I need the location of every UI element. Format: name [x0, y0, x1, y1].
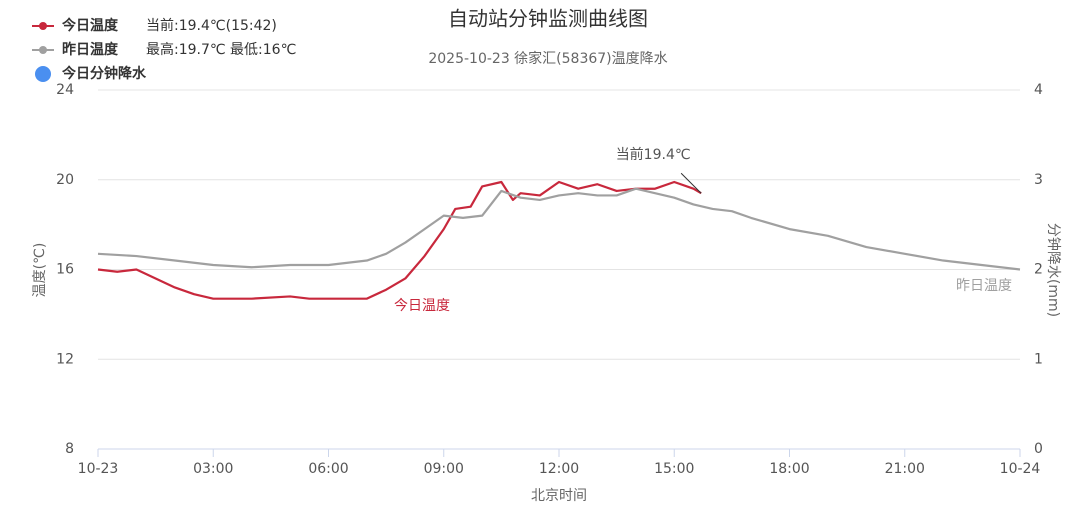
y2-tick-label: 1 [1034, 351, 1043, 367]
x-axis-label: 北京时间 [531, 488, 587, 504]
annotation: 当前19.4℃ [616, 146, 691, 163]
x-tick-label: 15:00 [654, 461, 694, 477]
y2-tick-label: 0 [1034, 441, 1043, 457]
legend-label: 昨日温度 [62, 41, 119, 58]
y-axis-label: 温度(℃) [32, 243, 48, 298]
x-tick-label: 10-24 [1000, 461, 1041, 477]
x-tick-label: 10-23 [78, 461, 119, 477]
legend-label: 今日分钟降水 [61, 65, 147, 82]
legend-symbol [35, 66, 51, 82]
y-tick-label: 20 [56, 172, 74, 188]
legend-symbol [39, 22, 47, 30]
x-tick-label: 06:00 [308, 461, 348, 477]
series-line [97, 180, 702, 300]
y-tick-label: 16 [56, 262, 74, 278]
x-tick-label: 03:00 [193, 461, 233, 477]
legend-symbol [39, 46, 47, 54]
legend-label: 今日温度 [61, 17, 119, 34]
series-line [97, 187, 1021, 271]
x-tick-label: 21:00 [885, 461, 925, 477]
chart-subtitle: 2025-10-23 徐家汇(58367)温度降水 [428, 50, 667, 67]
chart-title: 自动站分钟监测曲线图 [448, 7, 648, 31]
series-label: 昨日温度 [956, 278, 1012, 294]
legend-note: 当前:19.4℃(15:42) [146, 17, 277, 34]
x-tick-label: 09:00 [424, 461, 464, 477]
y-tick-label: 24 [56, 82, 74, 98]
y-tick-label: 8 [65, 441, 74, 457]
x-tick-label: 18:00 [769, 461, 809, 477]
y2-tick-label: 2 [1034, 262, 1043, 278]
y2-tick-label: 3 [1034, 172, 1043, 188]
series-label: 今日温度 [394, 298, 450, 314]
legend-note: 最高:19.7℃ 最低:16℃ [146, 41, 296, 58]
y-tick-label: 12 [56, 351, 74, 367]
y2-axis-label: 分钟降水(mm) [1045, 223, 1062, 317]
y2-tick-label: 4 [1034, 82, 1043, 98]
annotation-pointer [680, 172, 702, 194]
x-tick-label: 12:00 [539, 461, 579, 477]
